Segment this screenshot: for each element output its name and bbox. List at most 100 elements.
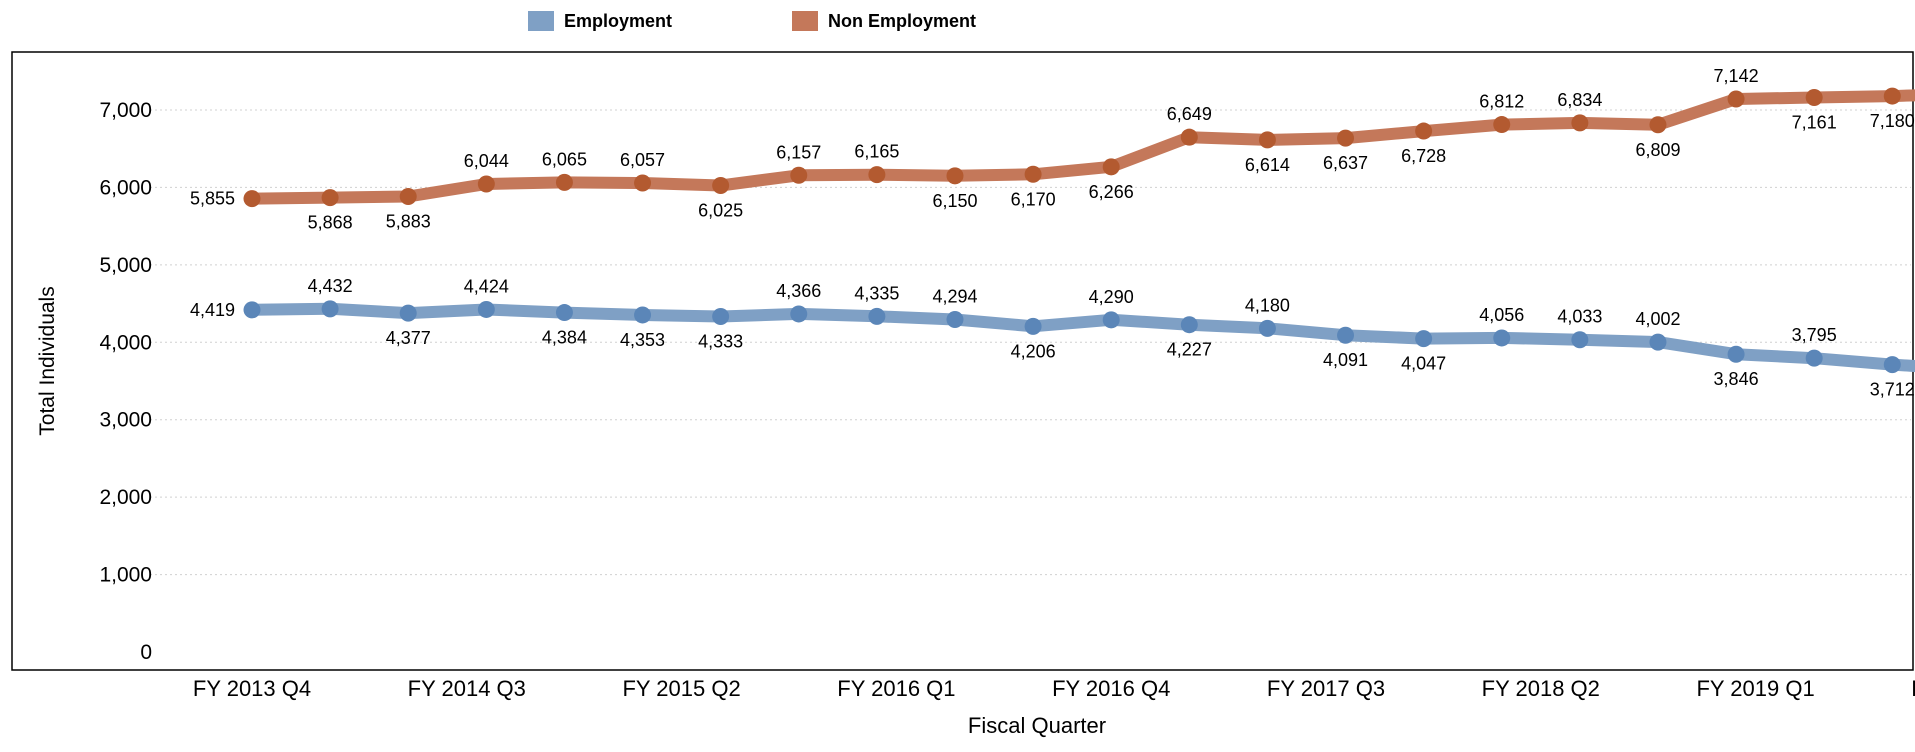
data-label: 5,855 (190, 189, 235, 209)
data-point (1805, 349, 1823, 367)
y-tick-label: 7,000 (99, 99, 152, 122)
data-label: 4,033 (1557, 307, 1602, 327)
data-point (1883, 87, 1901, 105)
data-point (243, 301, 261, 319)
data-point (1180, 316, 1198, 334)
data-label: 4,419 (190, 300, 235, 320)
data-label: 6,728 (1401, 146, 1446, 166)
legend-swatch-employment (528, 11, 554, 31)
data-point (555, 304, 573, 322)
data-point (477, 175, 495, 193)
legend-swatch-non-employment (792, 11, 819, 31)
legend-item-employment[interactable]: Employment (528, 11, 672, 32)
legend: Employment Non Employment (528, 8, 1096, 34)
data-label: 4,206 (1011, 341, 1056, 361)
data-point (1258, 131, 1276, 149)
data-label: 7,142 (1714, 66, 1759, 86)
data-label: 4,424 (464, 276, 509, 296)
y-tick-label: 0 (140, 641, 152, 664)
data-label: 5,868 (308, 213, 353, 233)
data-label: 6,025 (698, 200, 743, 220)
data-point (1649, 116, 1667, 134)
data-point (399, 187, 417, 205)
data-label: 6,170 (1011, 189, 1056, 209)
data-point (1180, 128, 1198, 146)
data-label: 4,002 (1635, 309, 1680, 329)
data-label: 6,649 (1167, 104, 1212, 124)
data-point (1024, 317, 1042, 335)
x-tick-label: FY 2016 Q1 (837, 676, 955, 701)
data-label: 6,637 (1323, 153, 1368, 173)
data-label: 3,712 (1870, 380, 1915, 400)
data-label: 4,227 (1167, 340, 1212, 360)
legend-item-non-employment[interactable]: Non Employment (792, 11, 976, 32)
data-point (1571, 331, 1589, 349)
data-point (1727, 90, 1745, 108)
data-label: 6,165 (854, 142, 899, 162)
data-label: 4,353 (620, 330, 665, 350)
data-point (321, 300, 339, 318)
y-tick-label: 1,000 (99, 564, 152, 587)
x-tick-label: FY 2019 Q4 (1911, 676, 1915, 701)
data-point (1337, 326, 1355, 344)
x-tick-label: FY 2016 Q4 (1052, 676, 1170, 701)
data-point (868, 166, 886, 184)
data-point (243, 190, 261, 208)
data-label: 4,366 (776, 281, 821, 301)
data-point (634, 306, 652, 324)
data-point (1024, 165, 1042, 183)
data-point (868, 307, 886, 325)
data-label: 4,333 (698, 332, 743, 352)
y-tick-label: 2,000 (99, 486, 152, 509)
data-point (477, 300, 495, 318)
data-point (1102, 311, 1120, 329)
x-axis-title: Fiscal Quarter (968, 713, 1106, 738)
data-label: 6,834 (1557, 90, 1602, 110)
data-label: 4,384 (542, 328, 587, 348)
data-label: 5,883 (386, 211, 431, 231)
y-tick-label: 4,000 (99, 331, 152, 354)
y-tick-label: 6,000 (99, 176, 152, 199)
data-label: 3,846 (1714, 369, 1759, 389)
data-point (712, 176, 730, 194)
x-tick-label: FY 2018 Q2 (1482, 676, 1600, 701)
data-point (712, 308, 730, 326)
data-label: 4,377 (386, 328, 431, 348)
data-label: 6,614 (1245, 155, 1290, 175)
x-tick-label: FY 2019 Q1 (1696, 676, 1814, 701)
data-label: 6,157 (776, 142, 821, 162)
data-point (1415, 330, 1433, 348)
data-point (399, 304, 417, 322)
data-point (555, 173, 573, 191)
data-label: 4,047 (1401, 354, 1446, 374)
data-point (946, 167, 964, 185)
data-point (1571, 114, 1589, 132)
data-point (1493, 329, 1511, 347)
x-tick-label: FY 2017 Q3 (1267, 676, 1385, 701)
data-point (321, 189, 339, 207)
data-point (1649, 333, 1667, 351)
data-label: 4,335 (854, 283, 899, 303)
data-label: 3,795 (1792, 325, 1837, 345)
data-label: 6,812 (1479, 92, 1524, 112)
data-label: 6,044 (464, 151, 509, 171)
data-point (1727, 345, 1745, 363)
data-point (634, 174, 652, 192)
legend-label-non-employment: Non Employment (828, 10, 977, 31)
data-point (790, 305, 808, 323)
data-label: 6,065 (542, 149, 587, 169)
data-point (1415, 122, 1433, 140)
data-point (1805, 89, 1823, 107)
data-label: 6,057 (620, 150, 665, 170)
x-tick-label: FY 2015 Q2 (622, 676, 740, 701)
data-label: 7,161 (1792, 113, 1837, 133)
data-label: 4,290 (1089, 287, 1134, 307)
plot-frame (11, 51, 1914, 671)
data-point (1883, 356, 1901, 374)
data-point (1102, 158, 1120, 176)
y-tick-label: 5,000 (99, 254, 152, 277)
y-tick-label: 3,000 (99, 409, 152, 432)
data-label: 4,294 (932, 287, 977, 307)
data-label: 4,432 (308, 276, 353, 296)
